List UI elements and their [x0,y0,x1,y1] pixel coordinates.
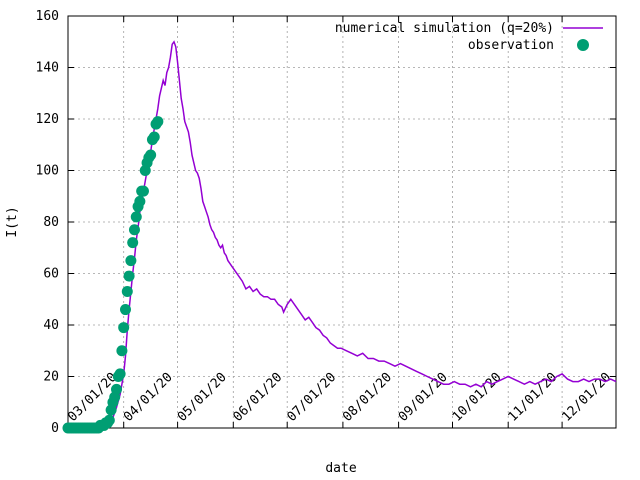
observation-point [125,255,137,267]
y-tick-label: 140 [36,61,59,76]
x-tick-label: 05/01/20 [175,370,230,425]
x-tick-label: 09/01/20 [396,370,451,425]
x-tick-label: 06/01/20 [231,370,286,425]
x-tick-label: 08/01/20 [340,370,395,425]
observation-point [128,224,140,236]
legend-label-observation: observation [468,38,554,53]
observation-point [118,322,130,334]
observation-point [123,270,135,282]
observation-point [152,116,164,128]
y-tick-label: 120 [36,112,59,127]
x-tick-label: 07/01/20 [284,370,339,425]
y-tick-label: 80 [43,215,59,230]
plot-area [62,40,617,434]
legend-swatch-observation [577,39,589,51]
observation-point [103,414,115,426]
observation-point [145,149,157,161]
y-axis: 0 20 40 60 80 100 120 140 160 [36,9,616,436]
observation-point [134,195,146,207]
observation-point [111,383,123,395]
observation-point [116,345,128,357]
y-tick-label: 160 [36,9,59,24]
y-tick-label: 60 [43,267,59,282]
x-tick-label: 04/01/20 [121,370,176,425]
x-tick-label: 11/01/20 [505,370,560,425]
y-axis-label: I(t) [5,206,20,237]
observation-points [62,116,164,434]
y-tick-label: 100 [36,164,59,179]
observation-point [119,304,131,316]
y-tick-label: 0 [51,421,59,436]
observation-point [127,237,139,249]
observation-point [137,185,149,197]
legend-label-simulation: numerical simulation (q=20%) [335,21,554,36]
grid-lines [68,16,616,428]
x-tick-label: 10/01/20 [450,370,505,425]
observation-point [114,368,126,380]
observation-point [130,211,142,223]
series-line-simulation [68,40,617,429]
y-tick-label: 20 [43,370,59,385]
y-tick-label: 40 [43,318,59,333]
observation-point [148,131,160,143]
legend: numerical simulation (q=20%) observation [335,21,603,53]
x-axis-label: date [325,461,356,476]
observation-point [121,286,133,298]
